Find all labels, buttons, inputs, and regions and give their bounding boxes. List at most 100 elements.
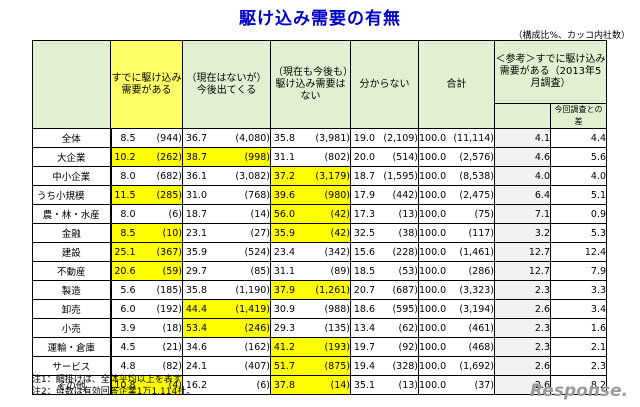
cell-b: 24.1 (407)	[182, 356, 271, 376]
cell-ref-2013: 12.7	[494, 242, 551, 262]
cell-count: (524)	[244, 246, 270, 258]
cell-diff: 12.4	[549, 242, 608, 262]
cell-percent: 10.2	[114, 151, 136, 163]
cell-percent: 31.1	[273, 151, 295, 163]
cell-percent: 100.0	[419, 303, 447, 315]
cell-count: (468)	[468, 341, 494, 353]
page-title: 駆け込み需要の有無	[239, 9, 401, 29]
cell-diff: 3.4	[549, 299, 608, 319]
cell-count: (1,190)	[235, 284, 270, 296]
cell-count: (228)	[392, 246, 418, 258]
cell-percent: 18.6	[353, 303, 375, 315]
cell-a: 10.2 (262)	[109, 147, 183, 167]
cell-diff: 4.4	[549, 128, 608, 148]
cell-count: (461)	[468, 322, 494, 334]
cell-count: (407)	[244, 360, 270, 372]
cell-percent: 11.5	[114, 189, 136, 201]
cell-count: (14)	[250, 208, 270, 220]
cell-a: 4.8 (82)	[109, 356, 183, 376]
cell-b: 36.7 (4,080)	[182, 128, 271, 148]
table-row: 全体 8.5 (944) 36.7 (4,080) 35.8 (3,981) 19.0 (2,1…	[32, 128, 608, 148]
table-row: 運輸・倉庫 4.5 (21) 34.6 (162) 41.2 (193) 19.7 (92) 10…	[32, 337, 608, 357]
cell-c: 23.4 (342)	[270, 242, 351, 262]
cell-count: (192)	[156, 303, 182, 315]
cell-percent: 100.0	[419, 284, 447, 296]
cell-percent: 100.0	[419, 227, 447, 239]
cell-b: 38.7 (998)	[182, 147, 271, 167]
row-label: 卸売	[32, 299, 111, 319]
cell-c: 30.9 (988)	[270, 299, 351, 319]
cell-diff: 8.2	[549, 375, 608, 395]
cell-a: 10.8 (4)	[109, 375, 183, 395]
cell-percent: 24.1	[185, 360, 207, 372]
row-label: 不動産	[32, 261, 111, 281]
cell-ref-2013: 2.3	[494, 318, 551, 338]
cell-b: 29.7 (85)	[182, 261, 271, 281]
cell-percent: 35.9	[185, 246, 207, 258]
cell-count: (37)	[474, 379, 494, 391]
cell-e: 100.0 (3,194)	[418, 299, 495, 319]
cell-c: 31.1 (802)	[270, 147, 351, 167]
cell-count: (285)	[156, 189, 182, 201]
table-row: 小売 3.9 (18) 53.4 (246) 29.3 (135) 13.4 (62) 100.0…	[32, 318, 608, 338]
cell-d: 20.0 (514)	[350, 147, 419, 167]
cell-percent: 17.3	[353, 208, 375, 220]
cell-e: 100.0 (1,461)	[418, 242, 495, 262]
cell-e: 100.0 (2,475)	[418, 185, 495, 205]
cell-percent: 100.0	[419, 360, 447, 372]
cell-count: (2,109)	[383, 132, 418, 144]
cell-percent: 35.8	[273, 132, 295, 144]
note-1: 注1：網掛けは、全体平均以上を表す	[32, 375, 182, 385]
cell-d: 19.4 (328)	[350, 356, 419, 376]
cell-percent: 35.8	[185, 284, 207, 296]
cell-a: 8.5 (10)	[109, 223, 183, 243]
cell-percent: 100.0	[419, 132, 447, 144]
cell-count: (687)	[392, 284, 418, 296]
cell-e: 100.0 (1,692)	[418, 356, 495, 376]
cell-a: 25.1 (367)	[109, 242, 183, 262]
cell-d: 15.6 (228)	[350, 242, 419, 262]
cell-b: 16.2 (6)	[182, 375, 271, 395]
cell-count: (980)	[324, 189, 350, 201]
row-label: 全体	[32, 128, 111, 148]
cell-count: (595)	[392, 303, 418, 315]
cell-d: 13.4 (62)	[350, 318, 419, 338]
cell-d: 19.7 (92)	[350, 337, 419, 357]
cell-percent: 25.1	[114, 246, 136, 258]
demand-table: すでに駆け込み需要がある （現在はないが）今後出てくる （現在も今後も）駆け込み…	[32, 40, 608, 395]
cell-count: (1,461)	[459, 246, 494, 258]
cell-percent: 17.9	[353, 189, 375, 201]
cell-b: 23.1 (27)	[182, 223, 271, 243]
cell-percent: 36.7	[185, 132, 207, 144]
cell-a: 11.5 (285)	[109, 185, 183, 205]
cell-percent: 4.8	[120, 360, 136, 372]
cell-percent: 100.0	[419, 341, 447, 353]
cell-count: (193)	[324, 341, 350, 353]
cell-percent: 31.1	[273, 265, 295, 277]
table-row: 製造 5.6 (185) 35.8 (1,190) 37.9 (1,261) 20.7 (687…	[32, 280, 608, 300]
cell-count: (62)	[398, 322, 418, 334]
cell-b: 53.4 (246)	[182, 318, 271, 338]
row-label: 小売	[32, 318, 111, 338]
cell-a: 8.5 (944)	[109, 128, 183, 148]
cell-a: 8.0 (682)	[109, 166, 183, 186]
cell-count: (14)	[330, 379, 350, 391]
header-total: 合計	[418, 40, 495, 129]
cell-b: 44.4 (1,419)	[182, 299, 271, 319]
cell-count: (1,692)	[459, 360, 494, 372]
cell-diff: 5.1	[549, 185, 608, 205]
cell-ref-2013: 4.6	[494, 147, 551, 167]
cell-e: 100.0 (461)	[418, 318, 495, 338]
cell-e: 100.0 (8,538)	[418, 166, 495, 186]
cell-ref-2013: 2.6	[494, 299, 551, 319]
cell-percent: 13.4	[353, 322, 375, 334]
cell-d: 19.0 (2,109)	[350, 128, 419, 148]
notes: 注1：網掛けは、全体平均以上を表す 注2：母数は有効回答企業1万1,114社。	[32, 374, 195, 398]
table-row: 中小企業 8.0 (682) 36.1 (3,082) 37.2 (3,179) 18.7 (1…	[32, 166, 608, 186]
cell-count: (1,419)	[235, 303, 270, 315]
cell-percent: 18.7	[185, 208, 207, 220]
cell-a: 20.6 (59)	[109, 261, 183, 281]
cell-percent: 15.6	[353, 246, 375, 258]
cell-percent: 20.6	[114, 265, 136, 277]
cell-b: 36.1 (3,082)	[182, 166, 271, 186]
